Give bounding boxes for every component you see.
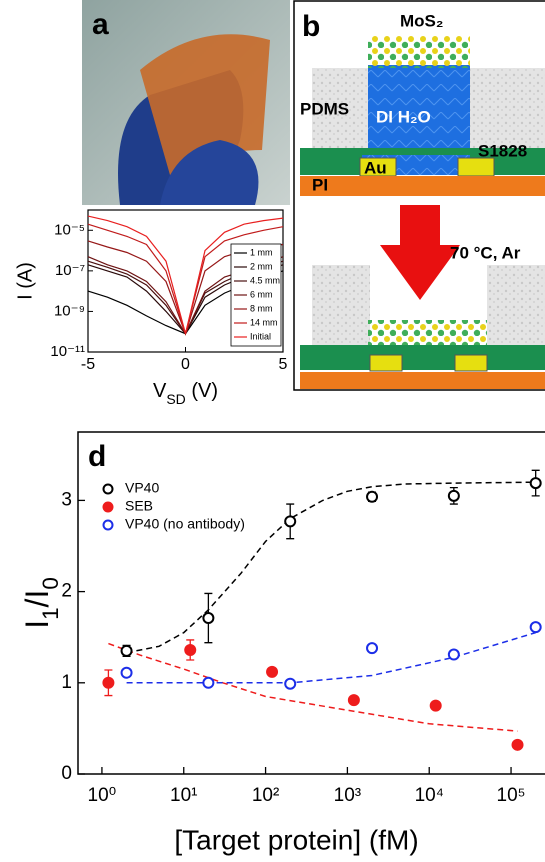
fit-line: [127, 482, 536, 653]
point: [367, 643, 377, 653]
legend-label: VP40: [125, 480, 159, 496]
x-tick-label: 0: [181, 356, 190, 373]
point: [203, 613, 213, 623]
point: [122, 668, 132, 678]
y-tick-label: 3: [61, 489, 72, 510]
point: [103, 678, 113, 688]
photo: [82, 0, 290, 205]
diagram: [294, 1, 545, 390]
y-tick-label: 0: [61, 763, 72, 784]
point: [203, 678, 213, 688]
legend-label: SEB: [125, 498, 153, 514]
x-tick-label: 10³: [334, 785, 361, 806]
diagram-label: PI: [312, 175, 328, 194]
x-tick-label: 5: [279, 356, 288, 373]
point: [185, 645, 195, 655]
y-tick-label: 10⁻⁷: [55, 262, 85, 279]
point: [513, 740, 523, 750]
axis-label-part: (V): [186, 380, 218, 402]
point: [531, 478, 541, 488]
legend-marker: [104, 503, 113, 512]
x-tick-label: 10¹: [170, 785, 197, 806]
legend-label: 8 mm: [250, 303, 273, 313]
axis-label: I1/I0: [19, 577, 63, 629]
axis-label-part: I: [19, 620, 55, 629]
figure: a b MoS₂ PDMS DI H₂O S1828 Au PI 70 °C, …: [0, 0, 545, 862]
point: [285, 679, 295, 689]
legend-label: 6 mm: [250, 289, 273, 299]
point: [285, 516, 295, 526]
diagram-label: PDMS: [300, 99, 349, 118]
axis-label-part: SD: [166, 391, 185, 407]
x-tick-label: 10⁵: [497, 785, 526, 806]
diagram-label: 70 °C, Ar: [450, 243, 521, 262]
axis-label-part: V: [153, 380, 167, 402]
legend-label: Initial: [250, 331, 271, 341]
axis-label: I (A): [14, 262, 36, 300]
axis-label-part: 1: [38, 607, 63, 619]
legend-label: 14 mm: [250, 317, 278, 327]
legend-marker: [104, 485, 113, 494]
axis-label-part: /I: [19, 590, 55, 608]
diagram-label: MoS₂: [400, 11, 443, 30]
point: [531, 622, 541, 632]
point: [122, 646, 132, 656]
diagram-label: DI H₂O: [376, 107, 431, 126]
point: [267, 667, 277, 677]
panel-label: b: [302, 10, 320, 43]
panel-label: a: [92, 8, 109, 41]
x-tick-label: 10⁰: [88, 785, 117, 806]
diagram-label: Au: [364, 158, 387, 177]
x-tick-label: 10²: [252, 785, 279, 806]
legend-label: 1 mm: [250, 247, 273, 257]
legend-label: 4.5 mm: [250, 275, 280, 285]
point: [431, 701, 441, 711]
y-tick-label: 1: [61, 672, 72, 693]
point: [449, 650, 459, 660]
point: [367, 492, 377, 502]
y-tick-label: 10⁻⁹: [54, 302, 85, 319]
y-tick-label: 10⁻¹¹: [50, 343, 85, 360]
y-tick-label: 10⁻⁵: [54, 221, 85, 238]
x-tick-label: 10⁴: [415, 785, 444, 806]
point: [449, 491, 459, 501]
panel-label: d: [88, 440, 106, 473]
legend-marker: [104, 521, 113, 530]
legend-label: 2 mm: [250, 261, 273, 271]
axis-label-part: 0: [38, 577, 63, 589]
axis-label: [Target protein] (fM): [174, 824, 418, 855]
point: [349, 695, 359, 705]
legend-label: VP40 (no antibody): [125, 516, 245, 532]
axis-label: VSD (V): [153, 380, 218, 406]
diagram-label: S1828: [478, 141, 527, 160]
